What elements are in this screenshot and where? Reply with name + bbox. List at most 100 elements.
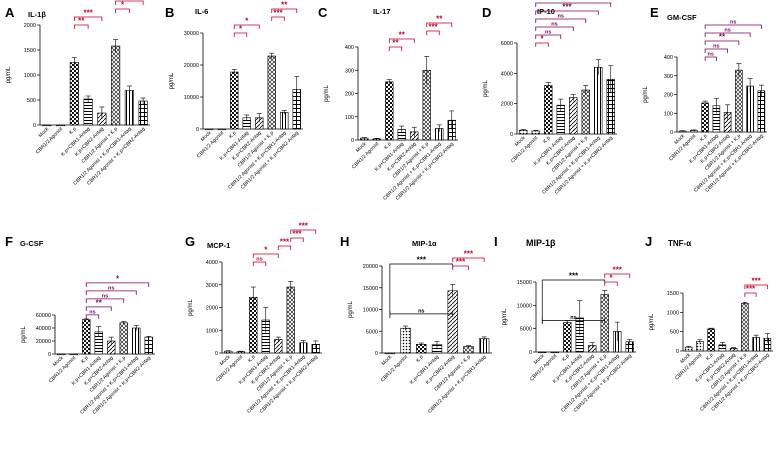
bar: [463, 346, 474, 354]
bar: [400, 327, 411, 354]
significance-label: *: [239, 25, 243, 34]
significance-bracket: [271, 16, 285, 21]
bar: [205, 128, 214, 131]
significance-bracket: [744, 292, 757, 297]
significance-label: *: [116, 274, 120, 283]
significance-bracket: [85, 290, 137, 295]
x-tick-label: K.p: [383, 141, 393, 151]
significance-label: ***: [464, 250, 474, 259]
y-axis-label: pg/mL: [21, 326, 27, 343]
y-tick-label: 0: [351, 138, 354, 144]
chart-title: IP-10: [537, 7, 555, 16]
y-tick-label: 60000: [36, 313, 51, 319]
y-tick-label: 20000: [36, 339, 51, 345]
x-tick-label: K.p: [80, 355, 90, 365]
panel-letter: I: [494, 234, 498, 249]
bar: [385, 81, 394, 141]
bar: [280, 112, 289, 130]
bar: [550, 351, 559, 354]
significance-bracket: [452, 265, 469, 270]
y-tick-label: 500: [27, 98, 36, 104]
significance-label: ns: [545, 30, 551, 36]
bar: [538, 351, 547, 354]
y-tick-label: 2000: [206, 306, 218, 312]
significance-bracket: [252, 253, 279, 258]
y-tick-label: 300: [664, 74, 673, 80]
y-tick-label: 30000: [184, 31, 199, 37]
y-tick-label: 100: [664, 111, 673, 117]
y-tick-label: 0: [375, 351, 378, 357]
y-tick-label: 0: [215, 351, 218, 357]
y-axis-label: pg/mL: [188, 299, 194, 316]
significance-label: **: [281, 1, 288, 10]
significance-bracket: [115, 8, 130, 13]
x-tick-label: Mock: [381, 354, 394, 367]
y-tick-label: 5000: [520, 327, 532, 333]
y-tick-label: 1500: [24, 48, 36, 54]
significance-label: ***: [751, 277, 761, 286]
bar: [478, 338, 490, 354]
significance-bracket: [535, 2, 612, 7]
significance-label: ***: [428, 23, 438, 32]
significance-label: ***: [569, 0, 579, 4]
significance-label: ns: [418, 308, 424, 314]
y-tick-label: 300: [345, 68, 354, 74]
chart-title: TNF-α: [668, 239, 691, 248]
bar: [581, 89, 590, 135]
significance-bracket: [85, 306, 112, 311]
significance-bracket: [604, 273, 631, 278]
y-tick-label: 1000: [667, 310, 679, 316]
y-tick-label: 15000: [363, 286, 378, 292]
bar: [69, 353, 78, 356]
y-tick-label: 200: [664, 93, 673, 99]
panel-letter: D: [482, 5, 491, 20]
significance-label: ns: [708, 52, 714, 58]
significance-label: **: [96, 298, 103, 307]
y-tick-label: 10000: [363, 308, 378, 314]
bar: [286, 286, 295, 354]
bar: [138, 100, 148, 126]
y-axis-label: pg/mL: [348, 301, 354, 318]
significance-bracket: [85, 298, 125, 303]
significance-label: ns: [730, 20, 736, 26]
significance-label: ns: [558, 14, 564, 20]
bar: [144, 336, 153, 355]
x-tick-label: K.p: [68, 126, 78, 136]
bar: [119, 322, 128, 355]
y-tick-label: 400: [664, 55, 673, 61]
significance-bracket: [704, 40, 740, 45]
panel-letter: F: [5, 234, 13, 249]
significance-bracket: [535, 26, 574, 31]
y-tick-label: 400: [345, 45, 354, 51]
significance-bracket: [233, 32, 248, 37]
significance-bracket: [535, 10, 599, 15]
bar: [267, 55, 276, 130]
significance-label: ns: [108, 285, 114, 291]
significance-label: ns: [256, 257, 262, 263]
panel-letter: E: [650, 5, 659, 20]
significance-label: *: [609, 274, 613, 283]
y-axis-label: pg/mL: [324, 85, 330, 102]
bar: [42, 124, 52, 127]
y-tick-label: 0: [529, 350, 532, 356]
bar: [569, 97, 578, 135]
bar: [544, 85, 553, 135]
significance-label: ***: [613, 266, 623, 275]
y-tick-label: 1000: [206, 328, 218, 334]
bar: [741, 303, 749, 352]
chart-title: MCP-1: [207, 241, 230, 250]
y-tick-label: 0: [48, 352, 51, 358]
significance-label: ***: [273, 9, 283, 18]
bar: [384, 352, 396, 355]
y-tick-label: 40000: [36, 326, 51, 332]
significance-bracket: [426, 30, 440, 35]
significance-label: **: [392, 39, 399, 48]
significance-bracket: [704, 56, 717, 61]
y-tick-label: 5000: [366, 329, 378, 335]
y-tick-label: 3000: [206, 283, 218, 289]
y-tick-label: 100: [345, 115, 354, 121]
significance-label: ns: [551, 22, 557, 28]
